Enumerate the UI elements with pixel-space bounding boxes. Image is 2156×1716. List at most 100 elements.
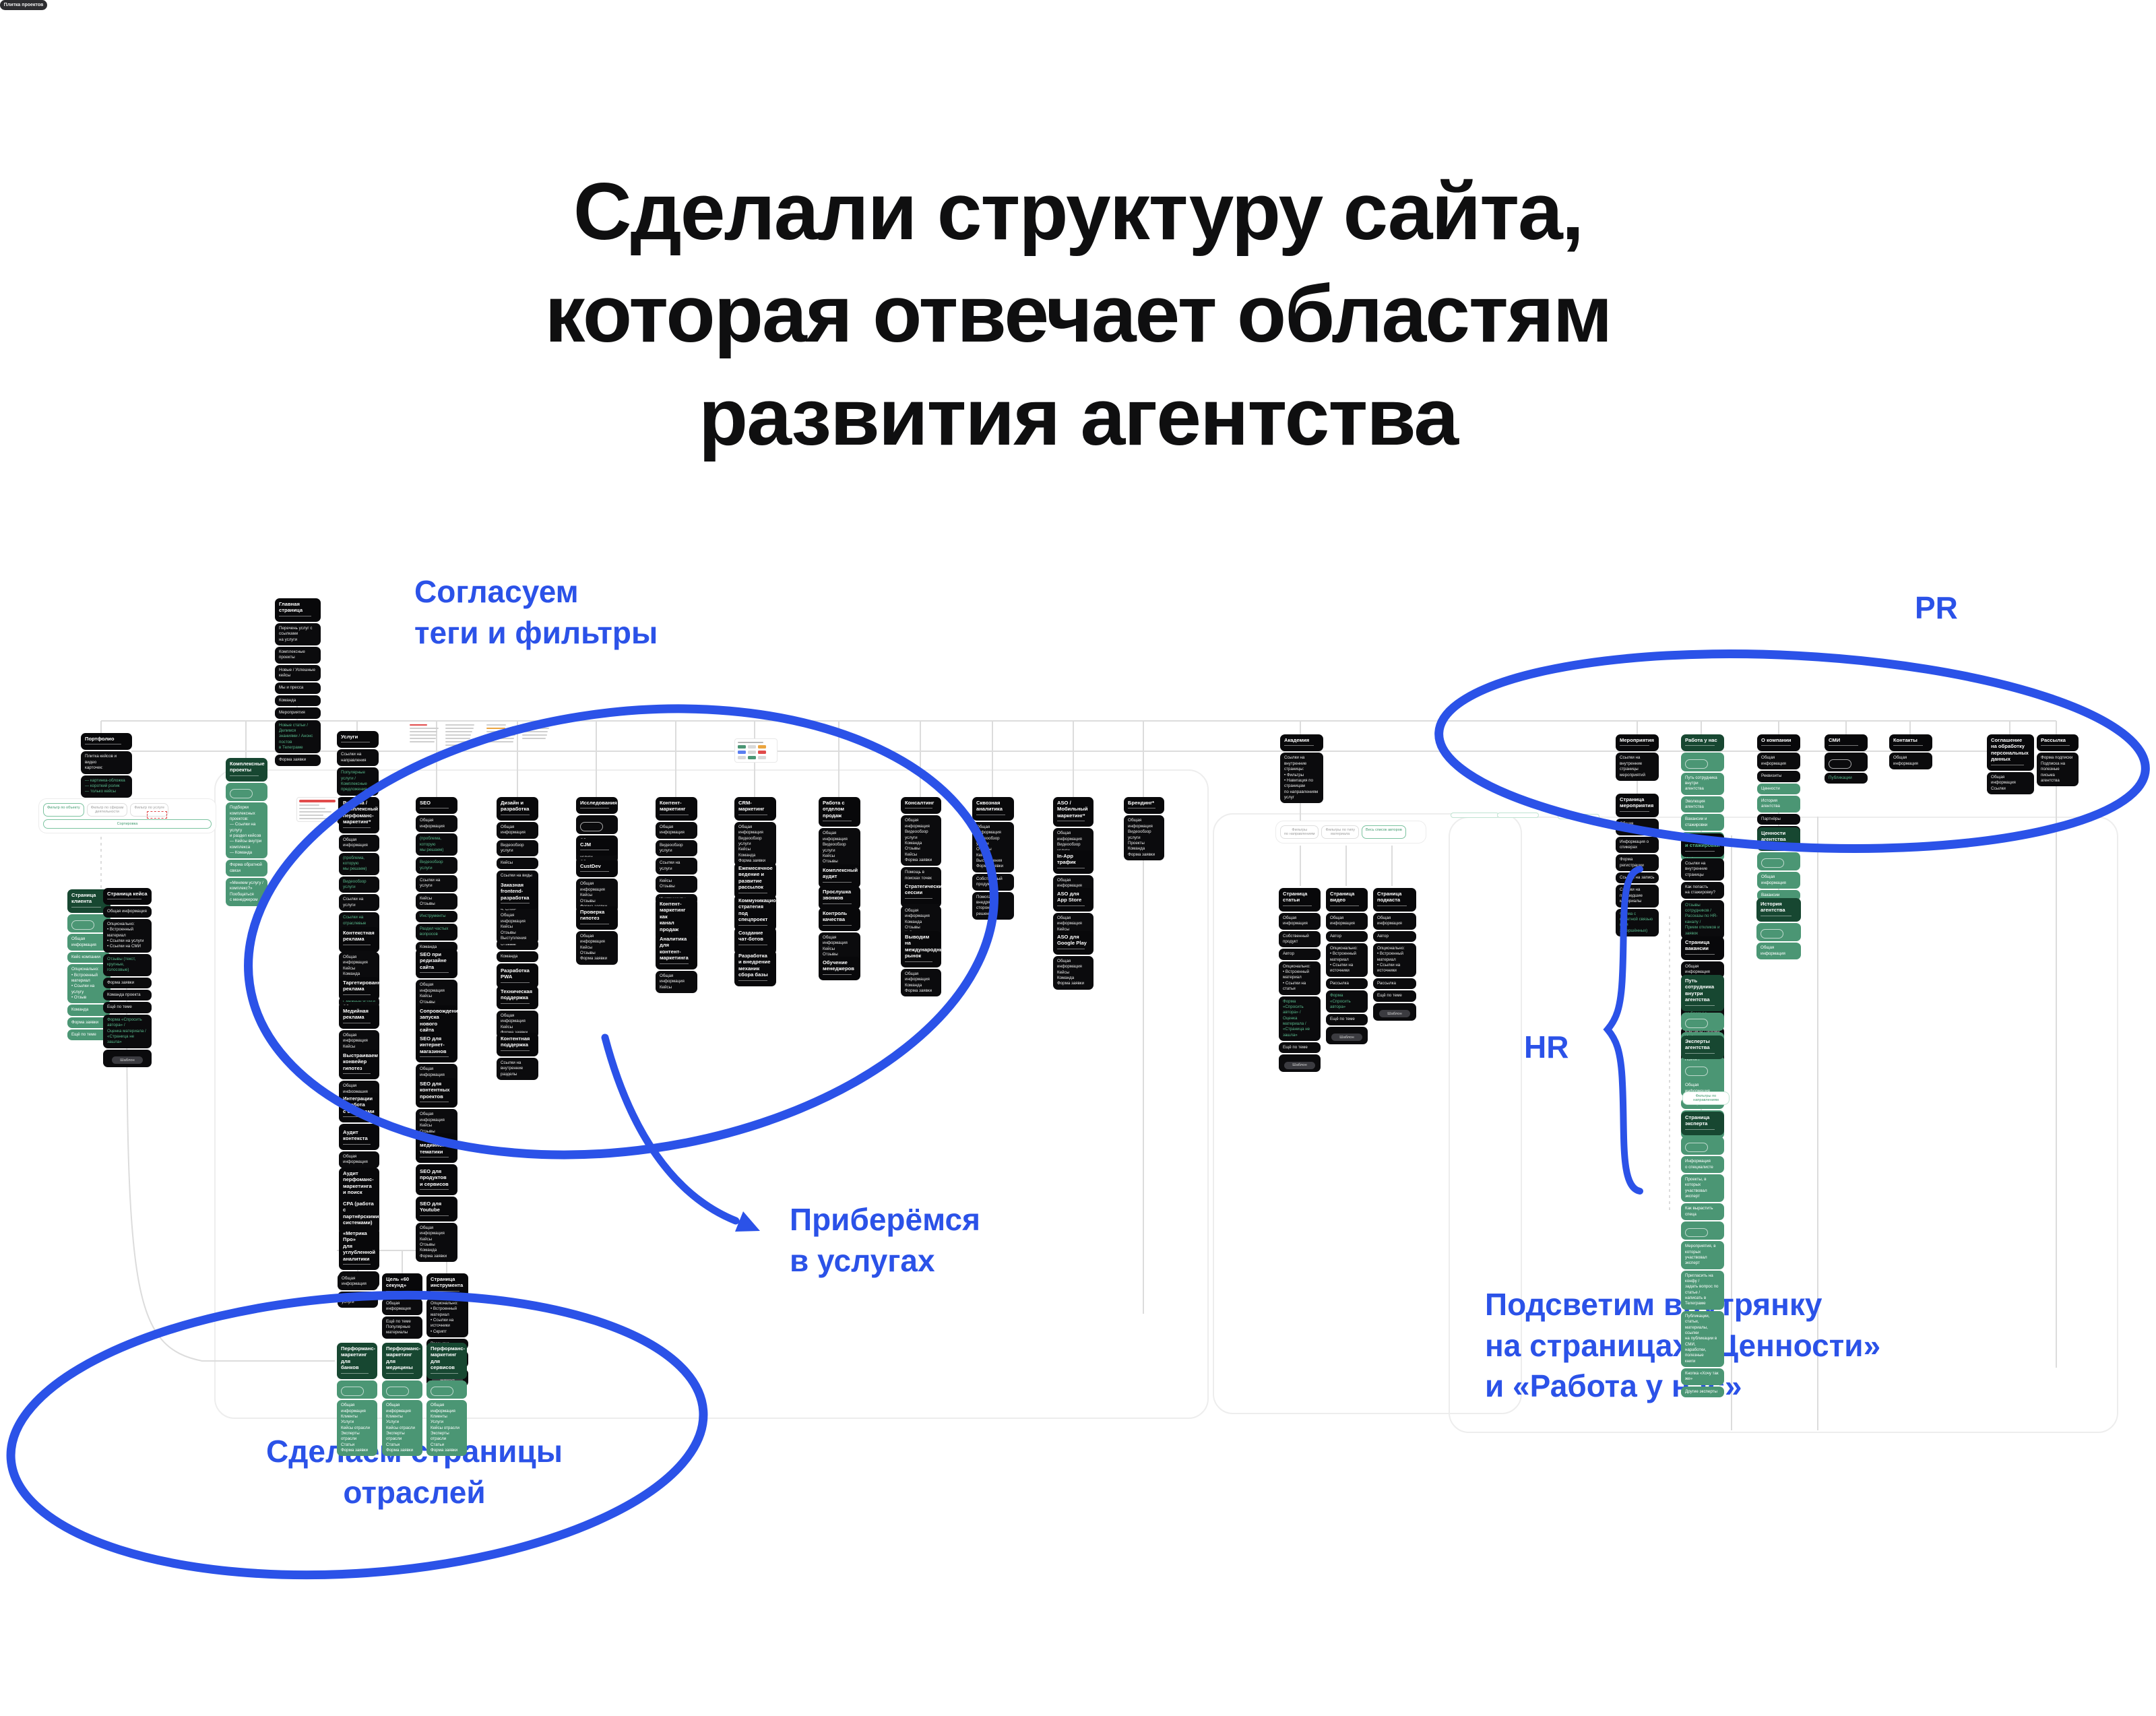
node-row: Информация о специалисте [1681,1156,1724,1173]
node-row: Подборки комплексных проектов: — Ссылки … [226,802,267,859]
node-row: Ссылки на направления [337,749,379,767]
node-row: Общая информация [103,906,152,918]
slide-title-line-2: которая отвечает областям [544,269,1612,360]
node-row: Общая информация [1616,818,1659,835]
node-row: Мероприятия, в которых участвовал экспер… [1681,1241,1724,1269]
node-row: История агентства [1757,795,1800,813]
node-row: Общая информация Кейсы Отзывы Команда Фо… [416,1222,457,1263]
node-row: Кейсы Отзывы [416,893,457,910]
node-row: Путь сотрудника внутри агентства [1681,772,1724,795]
smi: СМИ Публикации [1825,734,1868,784]
node-row: — картинка-обложка — короткий ролик — то… [81,775,132,798]
node-row: Мы и пресса [275,682,321,694]
node-row: Автор [1326,930,1368,943]
node-row: Форма заявки [103,977,152,989]
node-row: Общая информация [339,834,379,852]
node-row: Общая информация Видеообзор услуги Кейсы… [734,821,776,867]
experts-filter-chip: Фильтры по направлениям [1682,1091,1730,1105]
node-row: Ещё по теме [103,1002,152,1013]
stray-chip-3 [1558,814,1599,819]
node-row: Видеообзор услуги [339,876,379,893]
node-row: Помогаем внедрять сторонние решения [972,891,1014,920]
node-row: Общая информация [1757,872,1800,889]
node-row: Общая информация [656,821,697,839]
node-row: Общая информация [1326,912,1368,930]
node-row: Ещё по теме Популярные материалы [382,1316,422,1339]
node-row: Автор [1279,949,1321,960]
industry-medicine: Перформанс- маркетинг для медицины Общая… [382,1343,422,1457]
filter-chip: Сортировка [43,819,212,829]
node-row: Собственный продукт [1279,930,1321,948]
node-row: Новые / Успешные кейсы [275,664,321,682]
node-row: Общая информация [338,1273,378,1290]
node-row: Общая информация Кейсы [656,970,697,994]
projects-grid: Плитка проектов [0,0,47,10]
node-row: Форма регистрации [1616,854,1659,872]
node-row: Ещё по теме [1373,990,1416,1002]
contacts: Контакты Общая информация [1889,734,1932,770]
node-row: Общая информация [1756,943,1801,959]
base-collect: Разработка и внедрение механик сбора баз… [734,950,776,986]
node-row: Общая информация Кейсы Команда Форма зая… [1053,955,1093,990]
node-row: Реквизиты [1757,771,1800,782]
filter-chip: Фильтр по сферам деятельности [86,803,128,817]
node-row: Форма с обратной связью (для завершённых… [1616,908,1659,936]
node-row: Как попасть на стажировку? [1681,882,1724,899]
node-row: Общая информация [382,1298,422,1315]
context-audit: Аудит контекста Общая информация [339,1126,379,1168]
annotation-services-cleanup: Приберёмся в услугах [790,1202,980,1278]
filter-chip: Фильтр по услуге [130,803,169,817]
node-row: Общая информация [497,821,538,839]
about-company: О компании Общая информация Реквизиты Ценно… [1757,734,1800,837]
node-row: «Меняем услугу / комплекс?» Пообщаться с… [226,878,267,906]
node-row: Ссылки на услуги [339,894,379,912]
video-page: Страница видео Общая информация Автор Опцио… [1326,888,1368,1044]
slide-title-line-1: Сделали структуру сайта, [573,166,1584,257]
node-row: Общая информация Клиенты Услуги Кейсы от… [337,1400,377,1457]
node-row: Общая информация [339,1151,379,1168]
annotation-internals: Подсветим внутрянку на страницах «Ценнос… [1485,1287,1881,1404]
e2e-analytics: Сквозная аналитика Общая информация Видео… [972,797,1014,920]
node-row: Общая информация Кейсы Отзывы Форма заяв… [576,930,618,965]
node-row: Проекты, в которых участвовал эксперт [1681,1174,1724,1203]
node-row: Опционально: • Встроенный материал • Ссы… [1326,943,1368,977]
node-row: Пригласить на конфу / задать вопрос по с… [1681,1270,1724,1310]
newsletter: Рассылка Форма подписки Подписка на полез… [2037,734,2079,787]
filter-chip: Фильтры по типу материала [1321,825,1360,839]
node-row: Форма заявки [67,1017,110,1029]
node-row: Ссылки на услуги [416,875,457,892]
hypothesis-check: Проверка гипотез Общая информация Кейсы О… [576,906,618,965]
node-row: Форма обратной связи [226,860,267,877]
node-row: (проблема, которую мы решаем) [339,852,379,875]
node-row: Кейс компании [67,951,110,963]
managers-training: Обучение менеджеров [819,957,860,980]
node-row: Форма «Спросить автора» [1326,990,1368,1013]
node-row: Общая информация [1757,753,1800,770]
calls-listen: Прослушка звонков [819,886,860,910]
event-page: Страница мероприятия Общая информация Инфо… [1616,794,1659,936]
seo-youtube: SEO для Youtube Общая информация Кейсы От… [416,1198,457,1263]
node-row: Как вырастить спеца [1681,1203,1724,1221]
node-row: Ссылки на прошедшие материалы [1616,885,1659,908]
node-row: Общая информация Команда Форма заявки [901,968,941,997]
node-row: Вакансии и стажировки [1681,814,1724,831]
red-mark [147,811,167,819]
node-row: Ещё по теме [1326,1014,1368,1025]
node-row: Публикации, статьи, материалы, ссылки на… [1681,1310,1724,1368]
frontend: Заказная frontend- разработка Общая инфор… [497,879,538,945]
node-row: Комплексные проекты [275,647,321,664]
node-row: Общая информация Кейсы Отзывы Выступлени… [497,910,538,945]
aso-googleplay: ASO для Google Play Общая информация Кейс… [1053,931,1093,990]
slide-title-line-3: развития агентства [698,371,1459,462]
node-row: Кнопка «Хочу так же» [1681,1368,1724,1385]
node-row: Ссылки на услуги [656,858,697,875]
node-row: Форма «Спросить автора» / Оценка материа… [103,1014,152,1048]
node-row: Общая информация Ссылки [1987,771,2034,795]
node-row: Ссылки на внутренние страницы [1681,858,1724,881]
node-row: Плитка кейсов и видео карточек: [81,751,132,774]
node-row: Кейсы Отзывы [656,876,697,893]
node-row: Общая информация [416,815,457,833]
node-row: Ссылки на внутренние страницы: • Фильтры… [1280,753,1323,804]
node-row: Популярные услуги / Комплексные предложе… [337,767,379,796]
expert-page: Страница эксперта Информация о специалис… [1681,1112,1724,1398]
